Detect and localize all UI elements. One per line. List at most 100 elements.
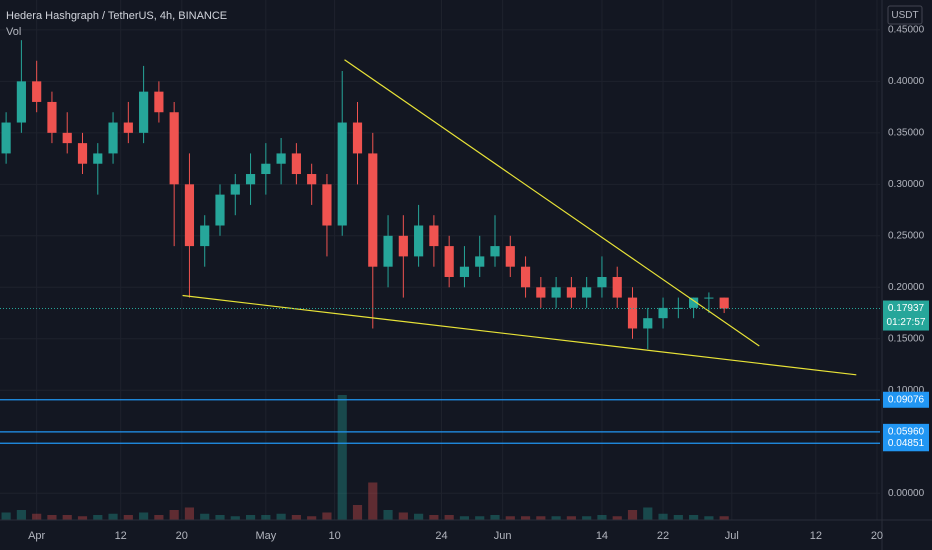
- x-tick-label: Jun: [494, 530, 512, 542]
- candle-body: [230, 184, 240, 195]
- volume-bar: [505, 516, 515, 520]
- candle-body: [505, 246, 515, 267]
- candle-body: [169, 112, 179, 185]
- volume-bar: [169, 510, 179, 520]
- x-tick-label: 10: [328, 530, 340, 542]
- volume-bar: [475, 516, 485, 520]
- candle-body: [215, 194, 225, 226]
- candle-body: [520, 266, 531, 288]
- chart-title: Hedera Hashgraph / TetherUS, 4h, BINANCE: [6, 10, 227, 22]
- candle-body: [291, 153, 301, 175]
- volume-bar: [154, 515, 164, 520]
- currency-label: USDT: [891, 10, 918, 21]
- volume-bar: [47, 515, 57, 520]
- volume-bar: [551, 516, 561, 520]
- x-tick-label: 20: [176, 530, 188, 542]
- volume-bar: [108, 513, 118, 520]
- candle-body: [566, 287, 576, 298]
- candle-body: [551, 287, 561, 298]
- level-label: 0.09076: [888, 394, 925, 405]
- volume-bar: [123, 515, 133, 520]
- volume-bar: [398, 512, 408, 520]
- countdown-label: 01:27:57: [887, 317, 926, 328]
- y-tick-label: 0.35000: [888, 127, 925, 138]
- candle-body: [108, 122, 118, 154]
- volume-bar: [490, 515, 500, 520]
- volume-bar: [337, 395, 347, 520]
- candle-body: [475, 256, 485, 267]
- x-tick-label: 12: [115, 530, 127, 542]
- volume-bar: [230, 516, 240, 520]
- volume-bar: [77, 516, 88, 520]
- last-price-box: [883, 300, 929, 331]
- candle-body: [16, 81, 26, 123]
- volume-bar: [520, 516, 531, 520]
- x-tick-label: Jul: [725, 530, 739, 542]
- candle-body: [643, 318, 653, 329]
- candle-body: [32, 81, 42, 102]
- volume-bar: [444, 515, 454, 520]
- volume-bar: [459, 516, 470, 520]
- trend-line: [344, 59, 760, 347]
- candle-body: [490, 246, 500, 257]
- volume-bar: [291, 515, 301, 520]
- candle-body: [322, 184, 332, 226]
- y-tick-label: 0.20000: [888, 282, 925, 293]
- volume-bar: [643, 507, 653, 520]
- level-label-box: [883, 435, 929, 452]
- x-tick-label: 22: [657, 530, 669, 542]
- candle-body: [62, 132, 72, 144]
- candle-body: [459, 266, 470, 277]
- candle-body: [627, 297, 638, 329]
- candle-body: [612, 276, 622, 298]
- candle-body: [93, 153, 103, 164]
- candle-body: [704, 297, 714, 299]
- y-tick-label: 0.25000: [888, 230, 925, 241]
- candle-body: [154, 91, 164, 113]
- candle-body: [77, 143, 88, 164]
- volume-bar: [597, 515, 607, 520]
- volume-bar: [582, 516, 592, 520]
- volume-bar: [566, 516, 576, 520]
- volume-bar: [429, 515, 439, 520]
- volume-bar: [245, 515, 256, 520]
- candle-body: [276, 153, 286, 164]
- candle-body: [429, 225, 439, 247]
- volume-bar: [352, 505, 363, 520]
- volume-bar: [32, 513, 42, 520]
- y-tick-label: 0.40000: [888, 76, 925, 87]
- volume-bar: [673, 515, 683, 520]
- candle-body: [383, 235, 393, 267]
- candle-body: [719, 297, 729, 309]
- candle-body: [123, 122, 133, 133]
- volume-bar: [261, 515, 271, 520]
- last-price-label: 0.17937: [888, 303, 925, 314]
- volume-bar: [93, 515, 103, 520]
- x-tick-label: May: [255, 530, 276, 542]
- volume-bar: [689, 515, 699, 520]
- y-tick-label: 0.45000: [888, 25, 925, 36]
- candle-body: [307, 174, 317, 185]
- volume-bar: [414, 513, 424, 520]
- volume-bar: [200, 513, 210, 520]
- candle-body: [368, 153, 378, 267]
- candle-body: [414, 225, 424, 257]
- volume-bar: [704, 516, 714, 520]
- candle-body: [398, 235, 408, 257]
- candle-body: [139, 91, 149, 133]
- candle-body: [444, 246, 454, 277]
- volume-bar: [368, 482, 378, 520]
- candle-body: [1, 122, 11, 154]
- candle-body: [184, 184, 195, 247]
- volume-bar: [322, 512, 332, 520]
- candle-body: [689, 297, 699, 308]
- volume-bar: [1, 512, 11, 520]
- candle-body: [536, 287, 546, 298]
- volume-bar: [383, 510, 393, 520]
- x-tick-label: 24: [435, 530, 447, 542]
- candle-body: [47, 101, 57, 133]
- volume-bar: [536, 516, 546, 520]
- x-tick-label: Apr: [28, 530, 45, 542]
- x-tick-label: 20: [871, 530, 883, 542]
